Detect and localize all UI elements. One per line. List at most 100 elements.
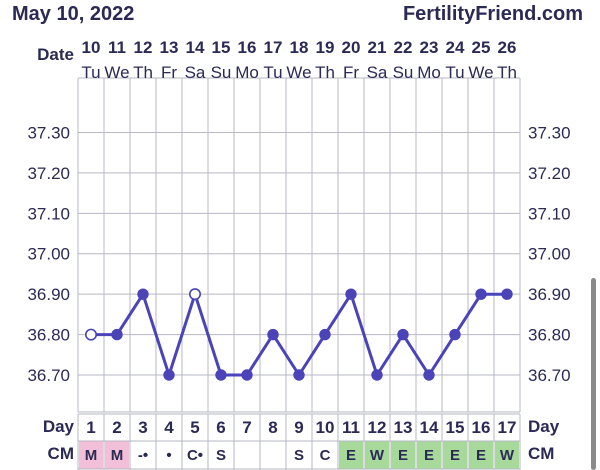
weekday: Fr [343,63,359,82]
cm-cell-bg [495,441,519,469]
y-tick-label: 36.80 [27,326,70,345]
date-number: 25 [472,38,491,57]
y-tick-label: 36.90 [27,285,70,304]
y-tick-label-right: 36.70 [528,366,571,385]
cm-cell-bg [443,441,467,469]
weekday: We [104,63,129,82]
cm-cell-bg [105,441,129,469]
weekday: Th [497,63,517,82]
y-tick-label: 37.30 [27,123,70,142]
cm-label: CM [48,444,74,463]
cm-value: W [500,447,515,464]
cycle-day: 2 [112,418,121,437]
weekday: Mo [417,63,441,82]
y-tick-label: 36.70 [27,366,70,385]
cm-cell-backgrounds [79,441,519,469]
scrollbar-thumb[interactable] [591,278,596,470]
cycle-days-row: 1 2 3 4 5 6 7 8 9 10 11 12 13 14 15 16 17 [86,418,516,437]
temperature-point [319,328,331,341]
date-number: 24 [446,38,465,57]
date-number: 12 [134,38,153,57]
date-number: 14 [186,38,205,57]
y-axis-left: 36.70 36.80 36.90 37.00 37.10 37.20 37.30 [27,123,70,385]
date-number: 16 [238,38,257,57]
weekday: Fr [161,63,177,82]
temperature-point [449,328,461,341]
cm-cell-bg [417,441,441,469]
cm-value: E [424,447,434,464]
y-tick-label-right: 36.80 [528,326,571,345]
weekday: Th [133,63,153,82]
temperature-point [215,369,227,381]
y-tick-label-right: 37.30 [528,123,571,142]
temperature-point [423,369,435,381]
y-tick-label-right: 37.20 [528,164,571,183]
day-label: Day [43,417,75,436]
cycle-day: 13 [394,418,413,437]
cycle-day: 4 [164,418,174,437]
date-number: 15 [212,38,231,57]
weekday: Sa [185,63,206,82]
y-tick-label-right: 36.90 [528,285,571,304]
date-number: 13 [160,38,179,57]
temperature-point [137,288,149,300]
temperature-point [111,328,123,341]
weekday: Su [211,63,232,82]
y-tick-label-right: 37.00 [528,245,571,264]
table-row-lines [78,413,520,470]
y-tick-label: 37.10 [27,204,70,223]
cm-value: W [370,447,385,464]
date-number: 23 [420,38,439,57]
cm-value: C [320,447,331,464]
weekday: Tu [81,63,100,82]
cm-cell-bg [365,441,389,469]
weekday: We [286,63,311,82]
temperature-point-open [189,288,202,301]
date-number: 10 [82,38,101,57]
cycle-day: 14 [420,418,439,437]
date-number: 20 [342,38,361,57]
cycle-day: 3 [138,418,147,437]
date-number: 11 [108,38,126,57]
y-axis-right: 36.70 36.80 36.90 37.00 37.10 37.20 37.30 [528,123,571,385]
cm-cell-bg [469,441,493,469]
cm-value: M [85,447,98,464]
cm-value: M [111,447,124,464]
cm-value: C• [187,447,203,464]
day-label-right: Day [528,417,560,436]
date-label: Date [37,45,74,64]
cycle-day: 7 [242,418,251,437]
cm-value: E [346,447,356,464]
weekday: Sa [367,63,388,82]
temperature-point [345,288,357,300]
cycle-day: 8 [268,418,277,437]
temperature-point [163,369,175,381]
temperature-point [501,288,513,300]
temperature-point [267,328,279,341]
date-number: 18 [290,38,309,57]
cm-value: -• [138,447,148,464]
cycle-day: 1 [86,418,95,437]
date-number: 26 [498,38,517,57]
date-number: 22 [394,38,413,57]
site-name: FertilityFriend.com [403,3,583,25]
cycle-day: 12 [368,418,387,437]
cm-value: E [398,447,408,464]
y-tick-label-right: 37.10 [528,204,571,223]
weekday: Tu [445,63,464,82]
cycle-day: 17 [498,418,517,437]
cycle-day: 11 [342,418,360,437]
cm-cell-bg [339,441,363,469]
chart-grid [77,77,521,470]
cycle-day: 5 [190,418,199,437]
cycle-day: 15 [446,418,465,437]
temperature-point-open [85,328,98,341]
cm-cell-bg [79,441,103,469]
y-tick-label: 37.00 [27,245,70,264]
cm-label-right: CM [528,444,554,463]
weekday: Tu [263,63,282,82]
chart-date: May 10, 2022 [12,3,134,25]
weekdays-row: Tu We Th Fr Sa Su Mo Tu We Th Fr Sa Su Mo Tu We Th [81,63,517,82]
temperature-point [397,328,409,341]
